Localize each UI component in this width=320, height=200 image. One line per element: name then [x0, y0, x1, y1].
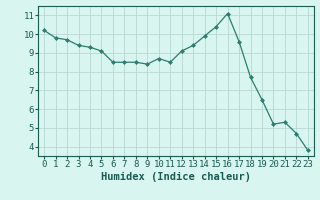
X-axis label: Humidex (Indice chaleur): Humidex (Indice chaleur): [101, 172, 251, 182]
